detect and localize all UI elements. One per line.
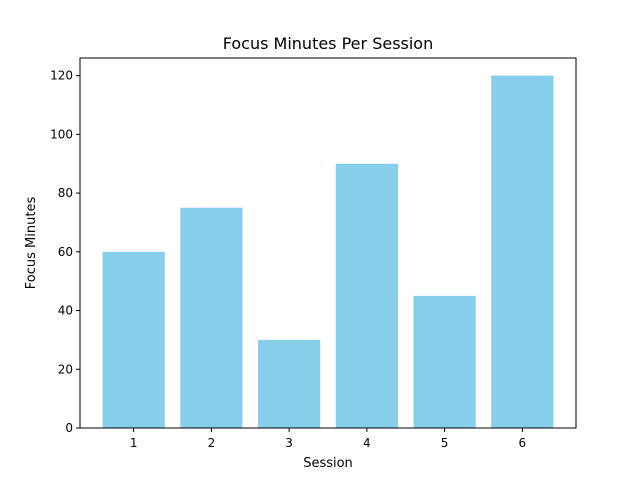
x-tick-label: 4	[363, 436, 371, 450]
bar-session-2	[180, 207, 243, 428]
y-tick-label: 0	[65, 421, 73, 435]
bars-layer	[102, 75, 554, 428]
plot-frame	[79, 57, 577, 429]
y-tick-label: 40	[58, 304, 73, 318]
y-axis-label: Focus Minutes	[24, 197, 39, 290]
chart-title: Focus Minutes Per Session	[223, 34, 433, 53]
x-tick-label: 3	[285, 436, 293, 450]
y-tick-label: 100	[50, 127, 73, 141]
x-tick-label: 6	[519, 436, 527, 450]
y-tick-label: 60	[58, 245, 73, 259]
x-axis-label: Session	[303, 456, 353, 471]
bar-session-1	[102, 251, 165, 428]
bar-session-3	[258, 339, 321, 428]
bar-session-4	[335, 163, 398, 428]
y-tick-label: 120	[50, 69, 73, 83]
x-tick-label: 2	[208, 436, 216, 450]
bar-session-5	[413, 295, 476, 428]
x-axis: 1 2 3 4 5 6	[130, 428, 526, 450]
y-axis: 0 20 40 60 80 100 120	[50, 69, 80, 435]
x-tick-label: 5	[441, 436, 449, 450]
bar-session-6	[491, 75, 554, 428]
y-tick-label: 20	[58, 362, 73, 376]
y-tick-label: 80	[58, 186, 73, 200]
x-tick-label: 1	[130, 436, 138, 450]
